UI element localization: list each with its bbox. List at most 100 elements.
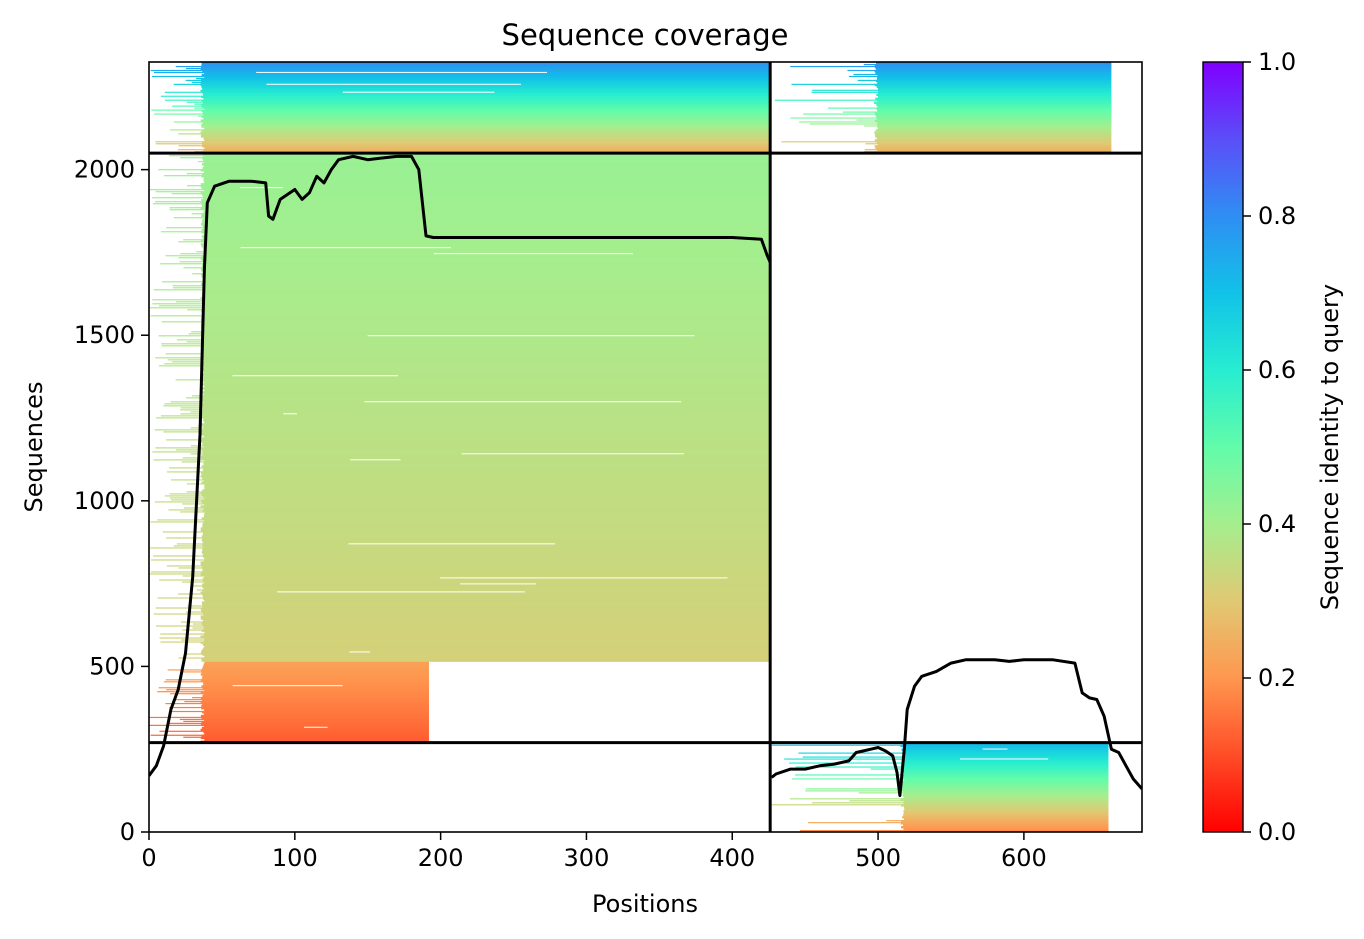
coverage-row-fragment — [155, 447, 205, 449]
colorbar-tick-label: 1.0 — [1258, 48, 1296, 76]
coverage-row-fragment — [171, 479, 205, 481]
coverage-row — [202, 121, 771, 124]
coverage-row-fragment — [180, 621, 205, 623]
coverage-row-fragment — [186, 491, 205, 493]
coverage-row — [204, 718, 429, 722]
coverage-row — [200, 183, 771, 186]
coverage-row — [202, 597, 771, 600]
coverage-row-fragment — [186, 397, 205, 399]
coverage-gap — [439, 577, 728, 579]
coverage-row — [202, 555, 771, 558]
coverage-row — [200, 283, 771, 286]
coverage-row — [874, 131, 1112, 134]
coverage-row — [204, 497, 771, 500]
coverage-row — [201, 123, 771, 126]
coverage-row-fragment — [149, 716, 205, 719]
coverage-row — [200, 527, 771, 530]
coverage-row — [201, 403, 771, 406]
coverage-row — [876, 107, 1112, 110]
coverage-row-fragment — [156, 625, 205, 627]
coverage-row — [202, 321, 771, 324]
y-tick-label: 0 — [120, 818, 135, 846]
coverage-block-3 — [774, 62, 1112, 154]
coverage-gap — [304, 726, 328, 728]
coverage-row-fragment — [184, 653, 205, 655]
coverage-row — [202, 667, 429, 670]
coverage-row — [203, 253, 771, 256]
coverage-row-fragment — [155, 143, 205, 145]
coverage-row — [204, 459, 771, 462]
coverage-row — [201, 493, 771, 496]
coverage-row-fragment — [190, 453, 205, 455]
coverage-row-fragment — [789, 798, 905, 800]
coverage-row — [204, 637, 771, 640]
coverage-row — [201, 351, 771, 354]
x-axis: 0 100 200 300 400 500 600 — [141, 832, 1047, 872]
coverage-row — [201, 213, 771, 216]
coverage-row — [201, 109, 771, 112]
coverage-row-fragment — [870, 768, 905, 770]
coverage-row — [200, 95, 771, 99]
coverage-row — [202, 305, 771, 308]
coverage-row-fragment — [155, 607, 205, 609]
coverage-gap — [232, 685, 343, 687]
coverage-row — [201, 387, 771, 390]
coverage-row-fragment — [167, 669, 205, 671]
coverage-row — [204, 75, 771, 79]
coverage-row — [203, 461, 771, 464]
coverage-row — [201, 704, 429, 708]
coverage-row — [204, 503, 771, 506]
coverage-row-fragment — [192, 697, 205, 699]
colorbar-label: Sequence identity to query — [1316, 284, 1344, 610]
coverage-row — [202, 113, 771, 116]
coverage-row — [877, 149, 1112, 152]
coverage-row — [204, 485, 771, 488]
coverage-row-fragment — [197, 589, 205, 591]
coverage-row — [201, 205, 771, 208]
coverage-row-fragment — [175, 379, 205, 381]
coverage-row — [204, 645, 771, 648]
coverage-row — [204, 487, 771, 490]
coverage-row — [204, 708, 429, 712]
coverage-gap — [266, 83, 521, 85]
coverage-row — [204, 599, 771, 602]
coverage-row — [200, 455, 771, 458]
coverage-row — [202, 577, 771, 580]
coverage-row — [202, 583, 771, 586]
coverage-row — [203, 381, 771, 384]
coverage-row-fragment — [157, 597, 205, 599]
coverage-row-fragment — [185, 67, 205, 70]
coverage-row — [876, 75, 1112, 79]
coverage-row — [204, 639, 771, 642]
coverage-row-fragment — [186, 101, 205, 103]
coverage-row-fragment — [165, 679, 205, 681]
coverage-row-fragment — [886, 820, 905, 822]
coverage-row — [203, 357, 771, 360]
coverage-row — [200, 471, 771, 474]
coverage-row-fragment — [164, 91, 205, 93]
coverage-row — [201, 734, 429, 738]
coverage-row-fragment — [863, 63, 879, 66]
coverage-row — [200, 323, 771, 326]
coverage-row — [203, 307, 771, 310]
coverage-row — [201, 62, 771, 65]
block-dividers — [149, 62, 1142, 832]
coverage-row — [202, 549, 771, 552]
coverage-row-fragment — [166, 689, 205, 691]
coverage-row — [202, 541, 771, 544]
coverage-row — [202, 145, 771, 148]
coverage-row-fragment — [848, 75, 879, 78]
coverage-row — [203, 117, 771, 120]
coverage-row — [876, 141, 1112, 144]
coverage-row — [201, 221, 771, 224]
coverage-row-fragment — [803, 113, 879, 115]
coverage-row — [204, 249, 771, 252]
coverage-row — [201, 255, 771, 258]
y-axis-label: Sequences — [20, 382, 48, 513]
coverage-row — [201, 339, 771, 342]
coverage-row-fragment — [170, 401, 205, 403]
coverage-row — [201, 231, 771, 234]
coverage-row — [202, 219, 771, 222]
coverage-row-fragment — [198, 161, 205, 163]
coverage-row — [200, 201, 771, 204]
